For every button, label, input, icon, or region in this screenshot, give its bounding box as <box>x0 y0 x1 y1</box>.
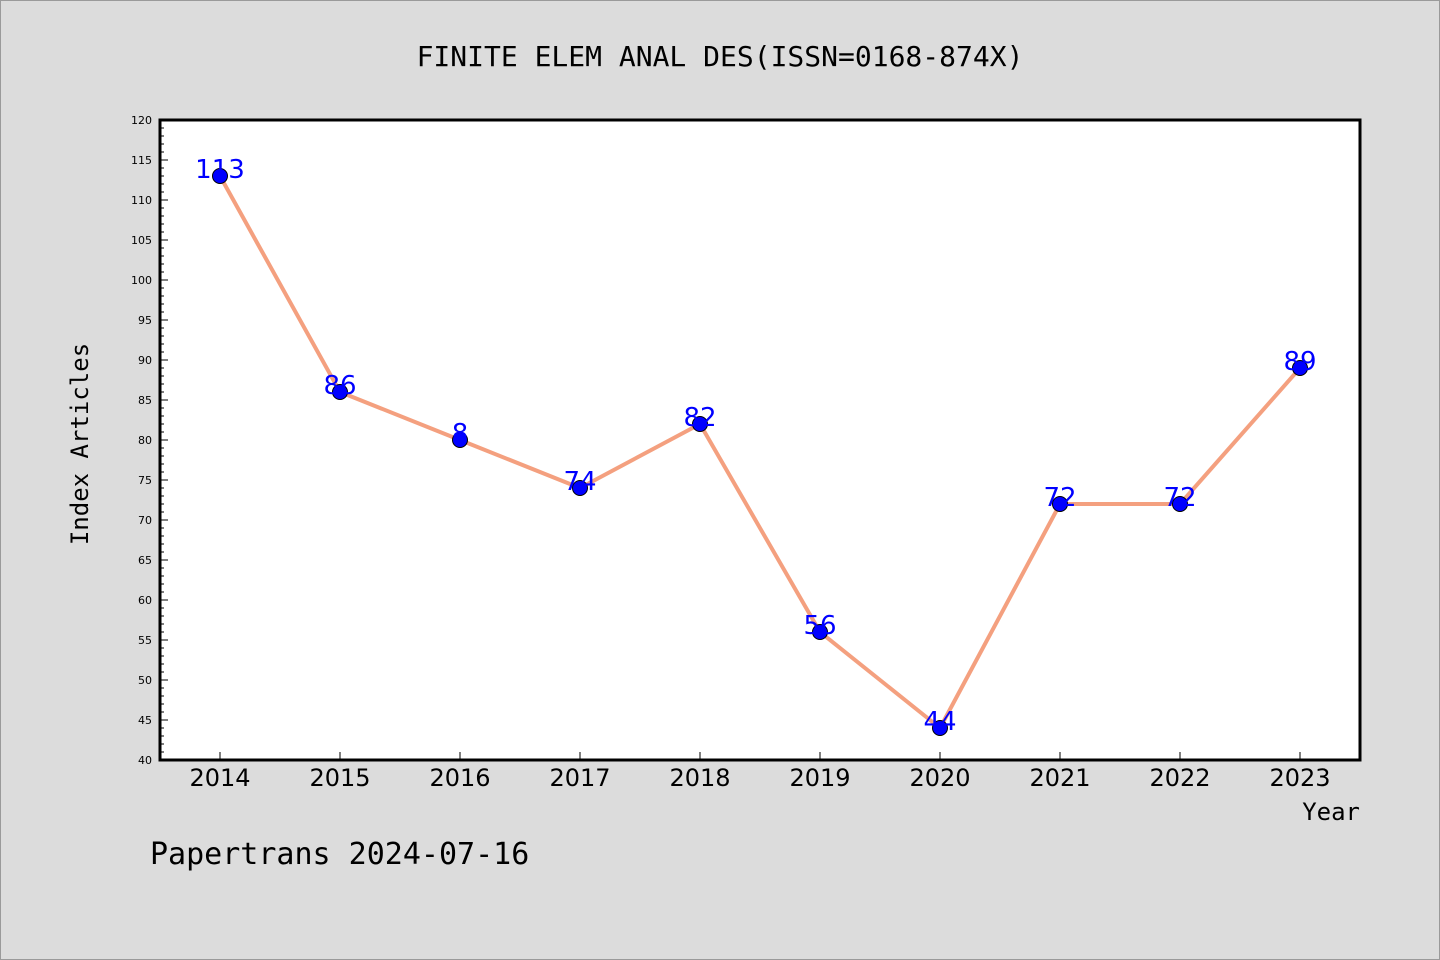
data-label: 56 <box>803 611 836 641</box>
series-line-group <box>218 175 1302 730</box>
plot-area <box>158 118 1362 762</box>
data-label: 74 <box>563 467 596 497</box>
data-point <box>932 720 948 736</box>
x-tick-label: 2023 <box>1269 764 1330 792</box>
y-tick-label: 50 <box>138 674 152 687</box>
y-tick-label: 85 <box>138 394 152 407</box>
y-tick-label: 65 <box>138 554 152 567</box>
x-tick-label: 2020 <box>909 764 970 792</box>
x-tick-label: 2021 <box>1029 764 1090 792</box>
y-tick-label: 80 <box>138 434 152 447</box>
data-label: 72 <box>1163 483 1196 513</box>
data-point <box>212 168 228 184</box>
data-point <box>452 432 468 448</box>
series-line <box>218 175 1302 730</box>
data-point <box>1052 496 1068 512</box>
credit-text: Papertrans 2024-07-16 <box>150 837 529 872</box>
data-label: 89 <box>1283 347 1316 377</box>
data-label: 72 <box>1043 483 1076 513</box>
y-tick-label: 100 <box>131 274 152 287</box>
data-labels-group: 113 86 8 74 82 56 44 72 72 89 <box>195 155 1316 737</box>
y-tick-label: 115 <box>131 154 152 167</box>
y-tick-label: 70 <box>138 514 152 527</box>
y-tick-label: 60 <box>138 594 152 607</box>
data-point <box>692 416 708 432</box>
x-tick-label: 2018 <box>669 764 730 792</box>
y-tick-label: 45 <box>138 714 152 727</box>
chart-title: FINITE ELEM ANAL DES(ISSN=0168-874X) <box>417 40 1024 73</box>
data-label: 44 <box>923 707 956 737</box>
y-tick-label: 40 <box>138 754 152 767</box>
data-point <box>572 480 588 496</box>
x-tick-label: 2016 <box>429 764 490 792</box>
y-tick-label: 120 <box>131 114 152 127</box>
x-tick-label: 2015 <box>309 764 370 792</box>
x-tick-label: 2022 <box>1149 764 1210 792</box>
y-tick-label: 110 <box>131 194 152 207</box>
y-axis-ticks: 40 45 50 55 60 65 70 75 80 85 90 95 100 105 110 115 120 <box>131 114 168 767</box>
data-point <box>332 384 348 400</box>
data-label: 113 <box>195 155 245 185</box>
data-point <box>812 624 828 640</box>
y-tick-label: 105 <box>131 234 152 247</box>
y-axis-label: Index Articles <box>66 343 94 545</box>
x-axis-ticks: 2014 2015 2016 2017 2018 2019 2020 2021 2022 2023 <box>189 752 1331 792</box>
data-point <box>1172 496 1188 512</box>
data-label: 86 <box>323 371 356 401</box>
data-label: 82 <box>683 403 716 433</box>
y-tick-label: 95 <box>138 314 152 327</box>
x-tick-label: 2014 <box>189 764 250 792</box>
data-point <box>1292 360 1308 376</box>
x-tick-label: 2019 <box>789 764 850 792</box>
y-tick-label: 75 <box>138 474 152 487</box>
x-tick-label: 2017 <box>549 764 610 792</box>
x-axis-label: Year <box>1302 798 1360 826</box>
data-label: 8 <box>452 419 469 449</box>
series-points-group <box>212 168 1308 736</box>
y-tick-label: 55 <box>138 634 152 647</box>
y-tick-label: 90 <box>138 354 152 367</box>
